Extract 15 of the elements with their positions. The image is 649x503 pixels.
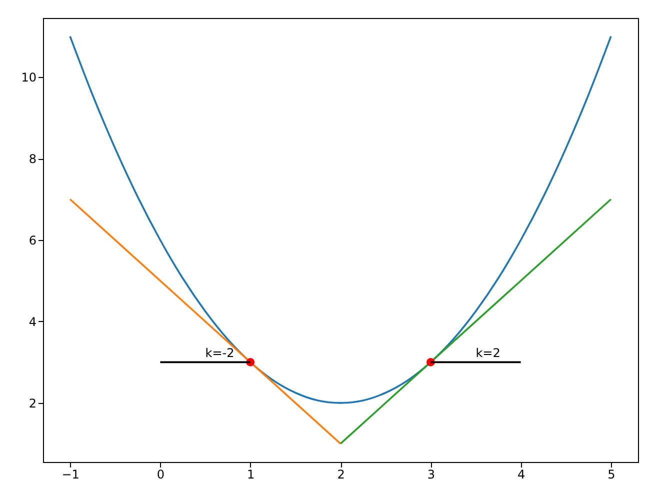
x-tick-label: 4 [517, 468, 526, 482]
x-tick-label: −1 [62, 468, 80, 482]
annotation: k=-2 [205, 346, 234, 360]
y-tick-label: 8 [28, 152, 36, 166]
x-tick-label: 0 [156, 468, 165, 482]
x-tick-label: 5 [608, 468, 616, 482]
line-series [69, 35, 612, 404]
y-tick-label: 6 [28, 234, 36, 248]
y-tick-label: 2 [28, 396, 36, 410]
y-tick-label: 4 [28, 314, 36, 329]
y-tick-label: 10 [21, 70, 36, 85]
annotation: k=2 [476, 346, 500, 360]
x-tick-label: 1 [247, 468, 255, 482]
x-tick-label: 2 [337, 468, 345, 482]
x-tick-label: 3 [427, 468, 435, 482]
